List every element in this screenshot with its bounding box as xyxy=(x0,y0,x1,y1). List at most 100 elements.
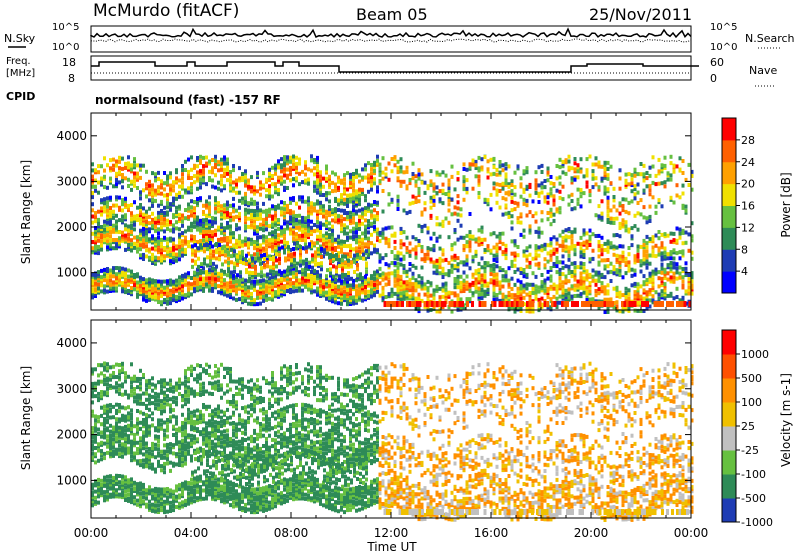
power-cell xyxy=(480,265,484,270)
power-cell xyxy=(630,189,634,194)
power-cell xyxy=(325,284,328,289)
power-cell xyxy=(304,232,307,237)
power-cell xyxy=(148,247,151,252)
power-cell xyxy=(280,277,283,282)
power-cell xyxy=(331,276,334,281)
power-cell xyxy=(238,282,241,287)
power-cell xyxy=(537,297,541,302)
power-cell xyxy=(663,282,667,287)
power-cell xyxy=(277,241,280,246)
power-cell xyxy=(271,281,274,286)
power-cell xyxy=(642,290,646,295)
power-cell xyxy=(513,170,517,175)
power-cell xyxy=(190,282,193,287)
power-cell xyxy=(387,238,391,242)
power-cell xyxy=(340,178,343,183)
power-cell xyxy=(396,261,400,266)
power-cell xyxy=(549,214,553,218)
power-cell xyxy=(663,292,667,297)
power-cell xyxy=(343,279,346,284)
power-cell xyxy=(212,261,215,266)
power-cell xyxy=(456,171,460,175)
power-cell xyxy=(301,219,304,224)
power-cell xyxy=(648,204,652,209)
power-cell xyxy=(672,271,676,276)
power-cell xyxy=(172,180,175,185)
power-cell xyxy=(148,277,151,282)
power-cell xyxy=(663,254,667,259)
power-cell xyxy=(157,189,160,194)
power-cell xyxy=(199,279,202,284)
power-cell xyxy=(495,264,499,269)
power-cell xyxy=(301,180,304,185)
power-cell xyxy=(325,215,328,220)
power-cell xyxy=(432,260,436,265)
power-cell xyxy=(335,269,338,274)
power-cell xyxy=(612,233,616,238)
power-cell xyxy=(531,291,535,295)
power-cell xyxy=(555,241,559,246)
power-cell xyxy=(148,227,151,232)
power-cell xyxy=(145,282,148,287)
power-cell xyxy=(163,181,166,186)
power-cell xyxy=(334,246,337,250)
power-cell xyxy=(642,163,646,168)
power-cell xyxy=(292,232,295,237)
power-cell xyxy=(256,254,259,259)
power-cell xyxy=(579,285,583,290)
power-cell xyxy=(353,259,356,264)
power-cell xyxy=(660,279,664,283)
power-cell xyxy=(295,238,298,243)
power-cell xyxy=(477,294,481,299)
power-cell xyxy=(456,279,460,283)
power-cell xyxy=(223,161,226,166)
power-cell xyxy=(319,174,322,179)
power-cell xyxy=(570,244,574,249)
power-cell xyxy=(370,209,373,214)
power-cell xyxy=(420,298,424,303)
power-cell xyxy=(546,217,550,222)
power-cell xyxy=(633,290,637,295)
power-cell xyxy=(600,176,604,181)
power-cell xyxy=(633,213,637,218)
power-cell xyxy=(220,182,223,187)
power-cell xyxy=(486,281,490,286)
power-cell xyxy=(573,269,577,274)
power-cell xyxy=(295,246,298,251)
power-cell xyxy=(223,269,226,274)
power-cell xyxy=(657,181,661,186)
power-cell xyxy=(262,248,265,253)
power-cell xyxy=(337,244,340,249)
power-cell xyxy=(218,253,221,258)
power-cell xyxy=(196,215,199,220)
power-cell xyxy=(229,231,232,236)
power-cell xyxy=(413,301,417,307)
power-cell xyxy=(495,280,499,285)
power-cell xyxy=(187,271,190,276)
power-cell xyxy=(205,229,208,234)
power-cell xyxy=(218,251,221,256)
power-cell xyxy=(657,248,661,253)
power-cell xyxy=(600,199,604,204)
power-cell xyxy=(411,176,415,181)
power-cell xyxy=(316,272,319,277)
power-cell xyxy=(142,242,145,247)
power-cell xyxy=(292,162,295,167)
power-cell xyxy=(606,209,610,214)
power-cell xyxy=(492,287,496,292)
power-cell xyxy=(489,268,493,272)
power-cell xyxy=(564,288,568,293)
power-cell xyxy=(247,301,250,306)
power-cell xyxy=(462,197,466,202)
power-cell xyxy=(238,214,241,219)
power-cell xyxy=(157,283,160,288)
power-cell xyxy=(269,265,272,270)
power-cell xyxy=(447,260,451,265)
power-cell xyxy=(450,263,454,268)
power-cell xyxy=(157,227,160,232)
power-cell xyxy=(184,159,187,164)
power-cell xyxy=(367,230,370,235)
power-cell xyxy=(262,234,265,239)
power-cell xyxy=(358,193,361,198)
power-cell xyxy=(244,228,247,233)
